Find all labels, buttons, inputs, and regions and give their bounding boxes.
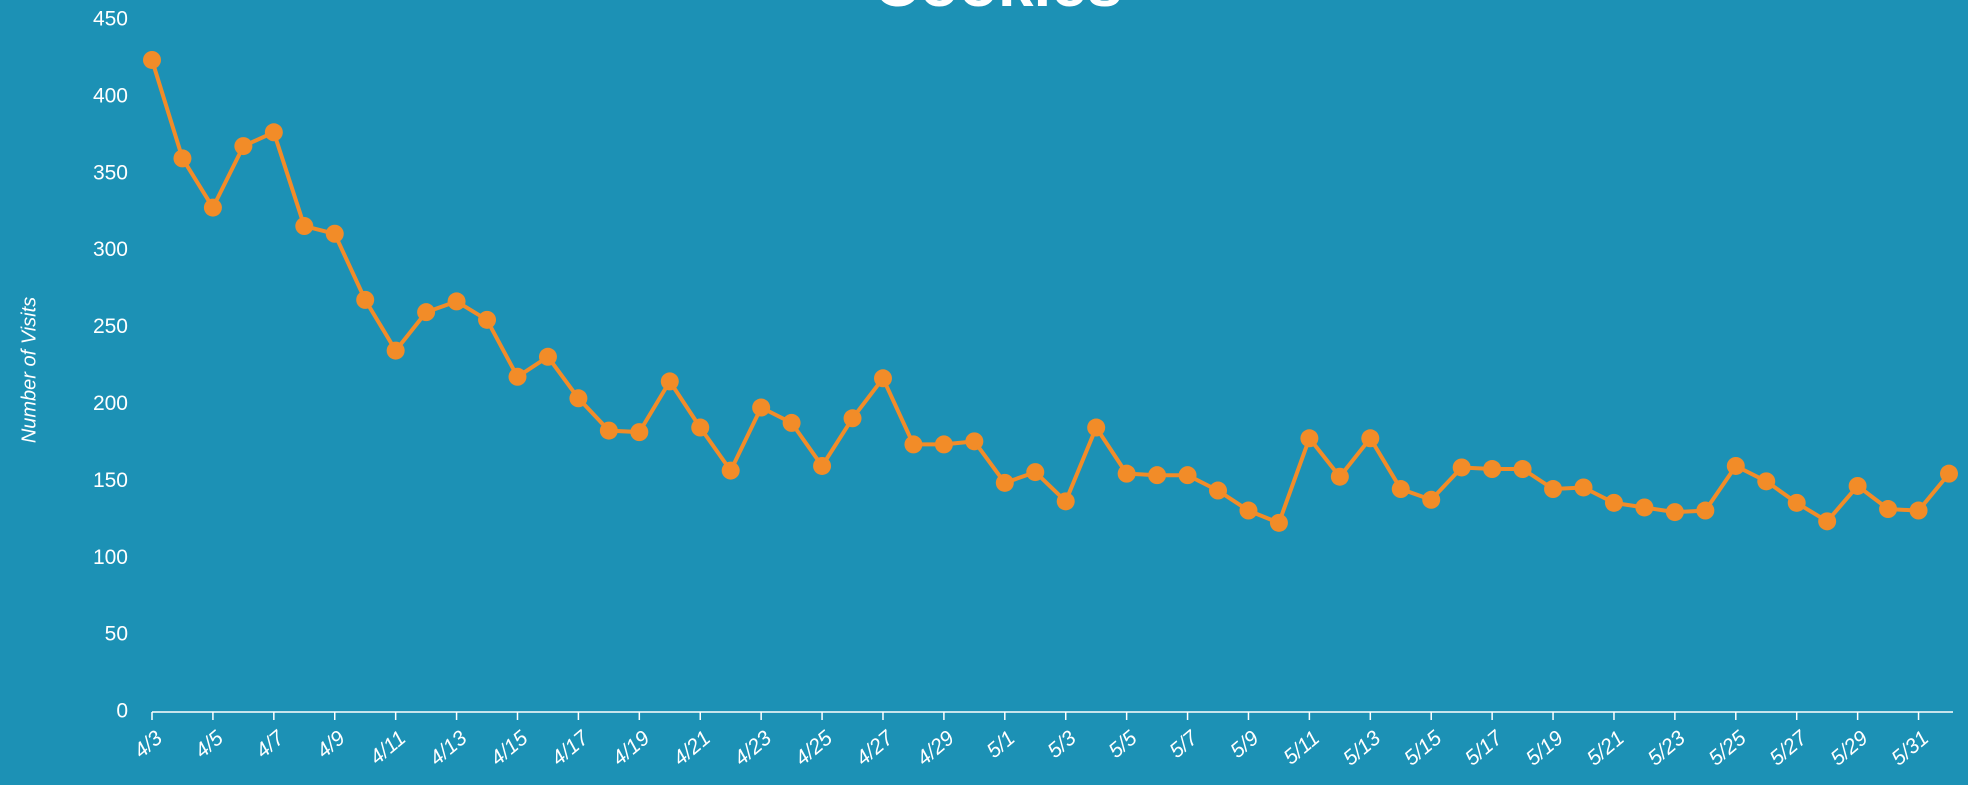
marker — [538, 347, 557, 366]
marker — [1483, 460, 1502, 479]
marker — [904, 435, 923, 454]
marker — [417, 303, 436, 322]
marker — [386, 341, 405, 360]
marker — [478, 310, 497, 329]
marker — [1696, 501, 1715, 520]
marker — [843, 409, 862, 428]
marker — [1269, 513, 1288, 532]
marker — [264, 123, 283, 142]
marker — [1879, 500, 1898, 519]
marker — [1726, 456, 1745, 475]
marker — [782, 413, 801, 432]
marker — [325, 224, 344, 243]
marker — [1330, 467, 1349, 486]
y-tick-label: 50 — [105, 623, 128, 646]
marker — [1787, 493, 1806, 512]
marker — [873, 369, 892, 388]
marker — [721, 461, 740, 480]
marker — [630, 423, 649, 442]
marker — [752, 398, 771, 417]
y-tick-label: 200 — [93, 392, 128, 415]
marker — [965, 432, 984, 451]
marker — [447, 292, 466, 311]
marker — [1239, 501, 1258, 520]
marker — [691, 418, 710, 437]
marker — [1635, 498, 1654, 517]
marker — [173, 149, 192, 168]
marker — [1757, 472, 1776, 491]
marker — [356, 290, 375, 309]
marker — [1148, 466, 1167, 485]
marker — [1391, 480, 1410, 499]
marker — [934, 435, 953, 454]
marker — [143, 50, 161, 69]
marker — [1452, 458, 1471, 477]
marker — [1056, 492, 1075, 511]
marker — [1909, 501, 1928, 520]
chart-title: Cookies — [874, 0, 1123, 20]
marker — [1026, 463, 1045, 482]
marker — [1117, 464, 1136, 483]
marker — [1574, 478, 1593, 497]
marker — [995, 473, 1014, 492]
marker — [1361, 429, 1380, 448]
marker — [1087, 418, 1106, 437]
y-tick-label: 150 — [93, 469, 128, 492]
marker — [1300, 429, 1319, 448]
marker — [599, 421, 618, 440]
marker — [1209, 481, 1228, 500]
marker — [813, 456, 832, 475]
marker — [1544, 480, 1563, 499]
marker — [660, 372, 679, 391]
marker — [234, 137, 253, 156]
marker — [1513, 460, 1532, 479]
marker — [1604, 493, 1623, 512]
marker — [295, 217, 314, 236]
marker — [1422, 490, 1441, 509]
y-tick-label: 0 — [116, 700, 128, 723]
marker — [1665, 503, 1684, 522]
marker — [508, 367, 527, 386]
y-axis-label: Number of Visits — [18, 297, 40, 443]
marker — [1818, 512, 1837, 531]
y-tick-label: 250 — [93, 315, 128, 338]
y-tick-label: 400 — [93, 84, 128, 107]
y-tick-label: 450 — [93, 8, 128, 31]
marker — [1940, 464, 1958, 483]
marker — [569, 389, 588, 408]
marker — [203, 198, 222, 217]
marker — [1178, 466, 1197, 485]
y-tick-label: 100 — [93, 546, 128, 569]
y-tick-label: 300 — [93, 238, 128, 261]
marker — [1848, 476, 1867, 495]
y-tick-label: 350 — [93, 161, 128, 184]
